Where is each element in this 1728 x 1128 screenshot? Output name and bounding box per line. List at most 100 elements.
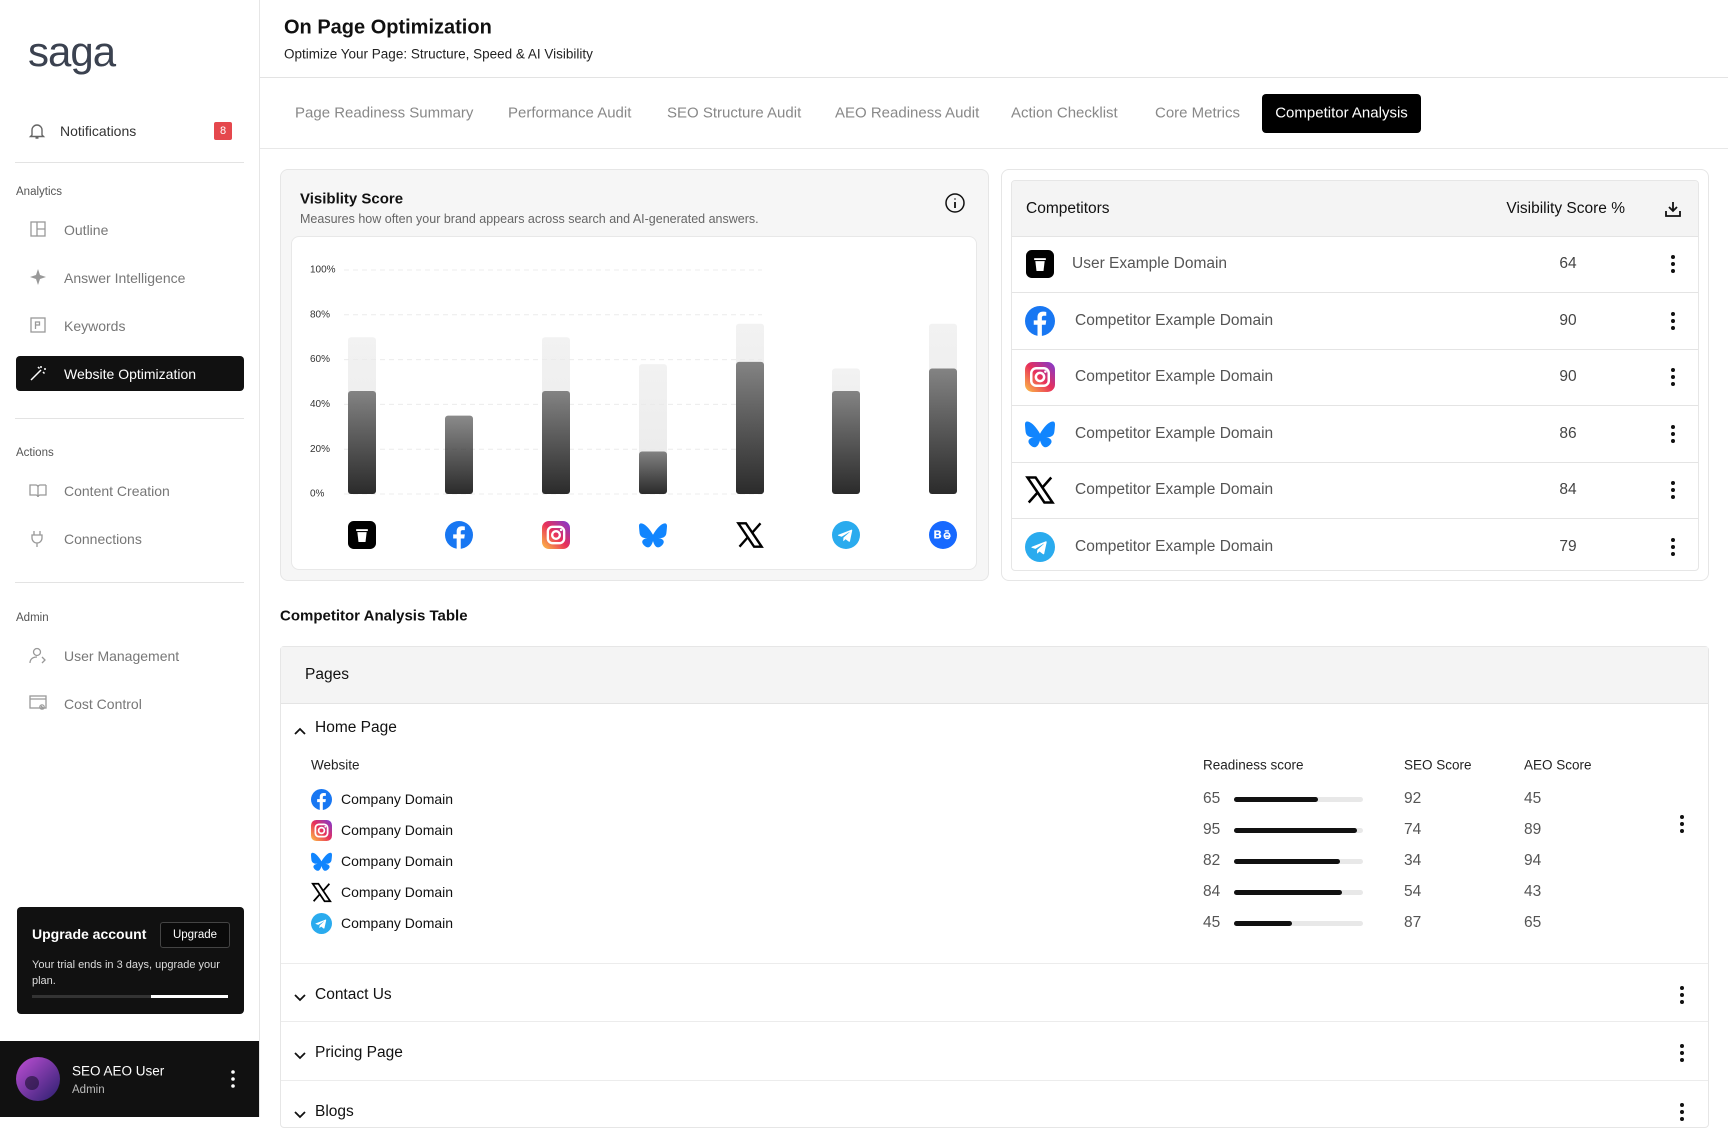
group-title[interactable]: Home Page xyxy=(315,719,397,736)
icon-shape xyxy=(1031,540,1047,554)
icon-shape xyxy=(542,521,570,549)
row-menu[interactable] xyxy=(1667,537,1679,557)
row-menu[interactable] xyxy=(1676,1102,1688,1122)
row-menu[interactable] xyxy=(1676,814,1688,834)
nav-item[interactable]: Website Optimization xyxy=(16,356,244,391)
icon-shape xyxy=(1680,993,1684,997)
expand-icon[interactable] xyxy=(293,1107,307,1119)
group-title[interactable]: Pricing Page xyxy=(315,1044,403,1061)
icon-shape xyxy=(1671,375,1675,379)
icon-shape xyxy=(1671,431,1675,436)
readiness-track xyxy=(1234,921,1363,926)
icon-shape xyxy=(1671,481,1675,499)
icon-shape xyxy=(31,531,43,547)
icon-shape xyxy=(30,366,46,381)
competitor-score: 64 xyxy=(1559,255,1577,272)
icon-shape xyxy=(1671,438,1675,443)
competitor-row[interactable]: Competitor Example Domain 84 xyxy=(1012,462,1698,519)
user-menu[interactable] xyxy=(227,1069,239,1089)
tab-active[interactable]: Competitor Analysis xyxy=(1262,94,1421,133)
nav-label: Outline xyxy=(64,222,109,238)
icon-shape xyxy=(294,994,306,1002)
competitor-row[interactable]: Competitor Example Domain 90 xyxy=(1012,293,1698,350)
aeo-score: 94 xyxy=(1524,852,1542,869)
icon-shape xyxy=(1671,325,1675,330)
y-tick-label: 60% xyxy=(310,354,330,365)
nav-item[interactable]: Connections xyxy=(16,521,244,556)
expand-icon[interactable] xyxy=(293,1048,307,1060)
icon-shape xyxy=(1671,262,1675,266)
row-menu[interactable] xyxy=(1667,480,1679,500)
logo[interactable]: saga xyxy=(28,28,116,75)
nav-item[interactable]: Content Creation xyxy=(16,473,244,508)
tab[interactable]: SEO Structure Audit xyxy=(667,104,802,122)
competitor-row[interactable]: Competitor Example Domain 79 xyxy=(1012,519,1698,571)
brand-icon xyxy=(310,912,332,934)
icon-shape xyxy=(1025,421,1055,447)
icon-shape xyxy=(1025,476,1055,504)
bar xyxy=(348,390,376,494)
seo-score: 92 xyxy=(1404,790,1422,807)
nav-label: Cost Control xyxy=(64,696,142,712)
divider xyxy=(260,148,1728,149)
competitor-name: Competitor Example Domain xyxy=(1075,311,1274,329)
nav-label: Content Creation xyxy=(64,483,170,499)
collapse-icon[interactable] xyxy=(293,723,307,735)
tab[interactable]: AEO Readiness Audit xyxy=(835,104,980,122)
row-menu[interactable] xyxy=(1667,367,1679,387)
icon-shape xyxy=(29,484,47,498)
row-menu[interactable] xyxy=(1667,311,1679,331)
nav-section-title: Admin xyxy=(16,612,49,624)
competitor-name: Competitor Example Domain xyxy=(1075,424,1274,442)
website-name: Company Domain xyxy=(341,822,454,838)
icon-shape xyxy=(310,852,332,871)
icon-shape xyxy=(1025,476,1055,504)
competitor-row[interactable]: Competitor Example Domain 86 xyxy=(1012,406,1698,463)
icon-shape xyxy=(559,528,563,532)
icon-shape xyxy=(1680,1000,1684,1004)
brand-icon xyxy=(310,788,332,810)
competitor-row[interactable]: User Example Domain 64 xyxy=(1012,236,1698,293)
tab[interactable]: Page Readiness Summary xyxy=(295,104,474,122)
icon-shape xyxy=(314,823,328,837)
competitor-name: User Example Domain xyxy=(1072,255,1228,272)
row-menu[interactable] xyxy=(1676,1043,1688,1063)
card-subtitle: Measures how often your brand appears ac… xyxy=(300,212,759,226)
group-title[interactable]: Contact Us xyxy=(315,986,392,1003)
tab[interactable]: Performance Audit xyxy=(508,104,632,122)
upgrade-button[interactable]: Upgrade xyxy=(160,922,230,948)
row-menu[interactable] xyxy=(1667,424,1679,444)
row-menu[interactable] xyxy=(1667,254,1679,274)
bar xyxy=(929,368,957,494)
tab[interactable]: Action Checklist xyxy=(1011,104,1118,122)
nav-item[interactable]: Cost Control xyxy=(16,686,244,721)
nav-label: Answer Intelligence xyxy=(64,270,186,286)
bar xyxy=(736,361,764,494)
group-title[interactable]: Blogs xyxy=(315,1103,354,1120)
nav-item[interactable]: Keywords xyxy=(16,308,244,343)
upgrade-text: Your trial ends in 3 days, upgrade your … xyxy=(32,959,220,987)
info-icon[interactable] xyxy=(944,192,966,214)
column-header: SEO Score xyxy=(1404,757,1472,773)
row-menu[interactable] xyxy=(1676,985,1688,1005)
tab[interactable]: Core Metrics xyxy=(1155,104,1241,122)
seo-score: 34 xyxy=(1404,852,1422,869)
nav-item[interactable]: Outline xyxy=(16,212,244,247)
nav-icon xyxy=(29,529,47,547)
user-name: SEO AEO User xyxy=(72,1063,165,1079)
icon-shape xyxy=(1033,311,1047,336)
competitor-row[interactable]: Competitor Example Domain 90 xyxy=(1012,349,1698,406)
expand-icon[interactable] xyxy=(293,990,307,1002)
download-icon[interactable] xyxy=(1663,199,1683,219)
notifications-item[interactable]: Notifications 8 xyxy=(16,113,244,149)
user-panel[interactable]: SEO AEO User Admin xyxy=(0,1041,259,1117)
brand-icon xyxy=(1025,419,1055,449)
nav-item[interactable]: User Management xyxy=(16,638,244,673)
nav-item[interactable]: Answer Intelligence xyxy=(16,260,244,295)
icon-shape xyxy=(1671,537,1675,556)
icon-shape xyxy=(1025,531,1055,562)
divider xyxy=(15,418,244,419)
readiness-score: 82 xyxy=(1203,852,1221,869)
notification-badge: 8 xyxy=(214,122,232,140)
brand-icon xyxy=(1025,305,1055,336)
